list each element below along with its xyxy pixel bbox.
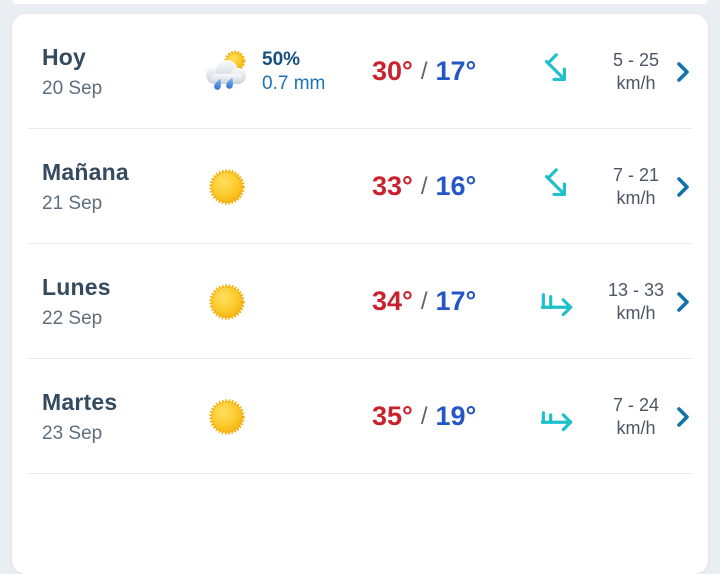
temperature-column: 35° / 19°	[372, 401, 514, 432]
wind-arrow-east-icon	[514, 396, 600, 438]
day-column: Hoy 20 Sep	[42, 44, 200, 100]
wind-unit: km/h	[616, 302, 656, 323]
chevron-right-icon[interactable]	[672, 290, 694, 314]
temp-low: 16°	[435, 171, 477, 201]
day-label: Hoy	[42, 43, 87, 70]
precipitation-info: 50% 0.7 mm	[262, 48, 325, 96]
precip-chance: 50%	[262, 48, 301, 70]
forecast-row-tuesday[interactable]: Martes 23 Sep 35° / 19° 7 - 24	[12, 359, 708, 474]
day-column: Mañana 21 Sep	[42, 159, 200, 215]
forecast-card: Hoy 20 Sep	[12, 14, 708, 574]
forecast-row-today[interactable]: Hoy 20 Sep	[12, 14, 708, 129]
temp-low: 17°	[435, 286, 477, 316]
temp-high: 34°	[372, 286, 413, 316]
sun-icon	[200, 395, 254, 439]
condition-column: 50% 0.7 mm	[200, 46, 372, 98]
forecast-row-tomorrow[interactable]: Mañana 21 Sep 33° / 16°	[12, 129, 708, 244]
day-label: Lunes	[42, 273, 111, 300]
temp-high: 35°	[372, 401, 413, 431]
date-label: 20 Sep	[42, 77, 103, 99]
day-column: Lunes 22 Sep	[42, 274, 200, 330]
wind-unit: km/h	[616, 417, 656, 438]
date-label: 22 Sep	[42, 307, 103, 329]
temperature-column: 33° / 16°	[372, 171, 514, 202]
condition-column	[200, 395, 372, 439]
wind-range: 13 - 33	[607, 280, 665, 300]
chevron-right-icon[interactable]	[672, 405, 694, 429]
chevron-right-icon[interactable]	[672, 60, 694, 84]
chevron-right-icon[interactable]	[672, 175, 694, 199]
temp-divider: /	[420, 402, 428, 430]
date-label: 23 Sep	[42, 422, 103, 444]
wind-arrow-east-icon	[514, 281, 600, 323]
precip-amount: 0.7 mm	[262, 72, 326, 94]
wind-range: 5 - 25	[612, 50, 660, 70]
temperature-column: 30° / 17°	[372, 56, 514, 87]
wind-range: 7 - 24	[612, 395, 660, 415]
day-label: Martes	[42, 388, 118, 415]
temp-high: 30°	[372, 56, 413, 86]
condition-column	[200, 165, 372, 209]
wind-speed: 5 - 25 km/h	[600, 49, 672, 94]
wind-speed: 7 - 21 km/h	[600, 164, 672, 209]
temp-low: 19°	[435, 401, 477, 431]
temp-divider: /	[420, 172, 428, 200]
wind-unit: km/h	[616, 72, 656, 93]
date-label: 21 Sep	[42, 192, 103, 214]
wind-arrow-southeast-icon	[514, 166, 600, 208]
condition-column	[200, 280, 372, 324]
wind-unit: km/h	[616, 187, 656, 208]
sun-icon	[200, 165, 254, 209]
day-label: Mañana	[42, 158, 129, 185]
temp-high: 33°	[372, 171, 413, 201]
sun-rain-cloud-icon	[200, 46, 254, 98]
wind-arrow-southeast-icon	[514, 51, 600, 93]
wind-speed: 13 - 33 km/h	[600, 279, 672, 324]
temperature-column: 34° / 17°	[372, 286, 514, 317]
day-column: Martes 23 Sep	[42, 389, 200, 445]
temp-divider: /	[420, 57, 428, 85]
forecast-row-monday[interactable]: Lunes 22 Sep 34° / 17° 13 - 33	[12, 244, 708, 359]
sun-icon	[200, 280, 254, 324]
wind-range: 7 - 21	[612, 165, 660, 185]
previous-card-bottom-edge	[12, 0, 708, 4]
temp-low: 17°	[435, 56, 477, 86]
temp-divider: /	[420, 287, 428, 315]
wind-speed: 7 - 24 km/h	[600, 394, 672, 439]
